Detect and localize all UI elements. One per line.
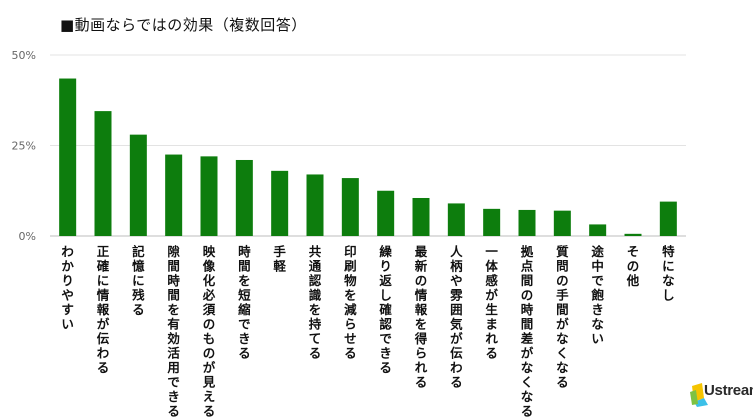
- gridlines: [50, 54, 686, 237]
- x-tick-label: わかりやすい: [61, 244, 74, 332]
- bar: [129, 134, 147, 236]
- bar: [59, 78, 77, 236]
- ustream-logo: Ustream: [690, 378, 753, 408]
- bar: [94, 111, 112, 236]
- x-tick-label: 隙間時間を有効活用できる: [166, 244, 180, 419]
- bar: [624, 233, 642, 236]
- logo-wordmark: Ustream: [704, 382, 753, 399]
- chart-title: ■動画ならではの効果（複数回答）: [60, 16, 307, 34]
- x-tick-label: 一体感が生まれる: [485, 244, 498, 361]
- bar: [447, 203, 465, 236]
- bar: [483, 208, 501, 236]
- y-tick-label: 25%: [12, 140, 36, 153]
- x-tick-label: 正確に情報が伝わる: [97, 244, 110, 375]
- x-tick-label: 時間を短縮できる: [238, 244, 251, 361]
- x-tick-label: 途中で飽きない: [590, 244, 604, 346]
- x-tick-label: 印刷物を減らせる: [344, 244, 357, 361]
- bar: [235, 159, 253, 236]
- x-tick-label: その他: [626, 244, 640, 288]
- bar: [659, 201, 677, 236]
- y-tick-label: 50%: [12, 49, 36, 62]
- x-tick-label: 最新の情報を得られる: [414, 244, 428, 390]
- x-tick-label: 映像化必須のものが見える: [202, 244, 216, 419]
- x-tick-label: 人柄や雰囲気が伝わる: [450, 244, 463, 390]
- bar: [377, 190, 395, 236]
- logo-mark-icon: [690, 383, 708, 407]
- x-tick-label: 特になし: [662, 244, 675, 303]
- bar: [518, 209, 536, 236]
- category-labels: わかりやすい 正確に情報が伝わる 記憶に残る 隙間時間を有効活用できる 映像化必須のもの…: [61, 244, 675, 419]
- bar: [341, 178, 359, 236]
- x-tick-label: 共通認識を持てる: [309, 244, 322, 361]
- x-tick-label: 手軽: [273, 244, 286, 274]
- y-axis: 0% 25% 50%: [12, 49, 36, 243]
- bar: [200, 156, 218, 236]
- y-tick-label: 0%: [19, 230, 36, 243]
- bar: [165, 154, 183, 236]
- bar: [589, 224, 607, 236]
- bar: [271, 170, 289, 236]
- bar: [306, 174, 324, 236]
- x-tick-label: 記憶に残る: [132, 244, 145, 317]
- bars: [59, 78, 677, 236]
- x-tick-label: 質問の手間がなくなる: [556, 244, 569, 390]
- x-tick-label: 繰り返し確認できる: [379, 244, 392, 375]
- bar: [553, 210, 571, 236]
- bar: [412, 197, 430, 236]
- x-tick-label: 拠点間の時間差がなくなる: [520, 244, 534, 419]
